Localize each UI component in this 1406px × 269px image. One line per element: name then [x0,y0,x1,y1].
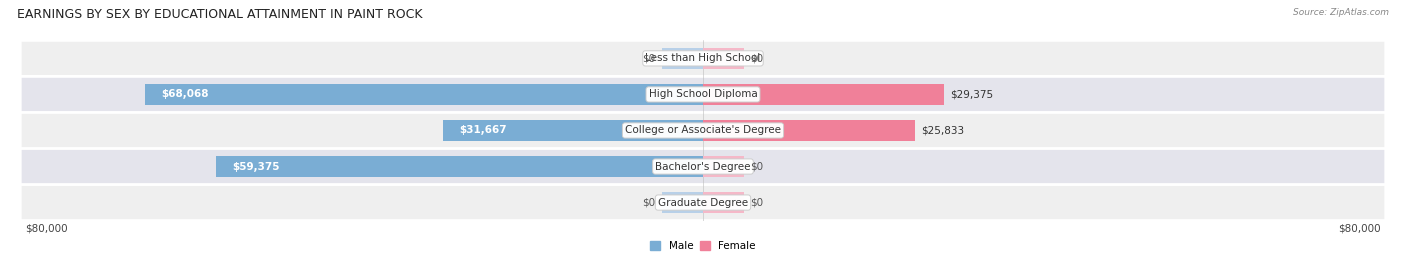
Text: $68,068: $68,068 [162,89,208,100]
Text: Graduate Degree: Graduate Degree [658,197,748,208]
Text: $0: $0 [751,197,763,208]
FancyBboxPatch shape [21,149,1385,184]
Bar [703,192,744,213]
Bar [703,156,744,177]
Text: High School Diploma: High School Diploma [648,89,758,100]
Bar [145,84,703,105]
FancyBboxPatch shape [21,185,1385,220]
Text: $0: $0 [751,53,763,63]
Text: $31,667: $31,667 [460,125,508,136]
Text: Source: ZipAtlas.com: Source: ZipAtlas.com [1294,8,1389,17]
Bar [703,48,744,69]
FancyBboxPatch shape [21,113,1385,148]
Bar [217,156,703,177]
Text: $59,375: $59,375 [232,161,280,172]
Text: Less than High School: Less than High School [645,53,761,63]
Bar [703,120,915,141]
Bar [662,192,703,213]
Legend: Male, Female: Male, Female [645,237,761,255]
Bar [662,48,703,69]
Text: EARNINGS BY SEX BY EDUCATIONAL ATTAINMENT IN PAINT ROCK: EARNINGS BY SEX BY EDUCATIONAL ATTAINMEN… [17,8,422,21]
Text: $0: $0 [643,53,655,63]
Text: College or Associate's Degree: College or Associate's Degree [626,125,780,136]
Bar [443,120,703,141]
FancyBboxPatch shape [21,77,1385,112]
Text: $29,375: $29,375 [950,89,994,100]
Text: $0: $0 [751,161,763,172]
Text: Bachelor's Degree: Bachelor's Degree [655,161,751,172]
FancyBboxPatch shape [21,41,1385,76]
Bar [703,84,943,105]
Text: $25,833: $25,833 [921,125,965,136]
Text: $0: $0 [643,197,655,208]
